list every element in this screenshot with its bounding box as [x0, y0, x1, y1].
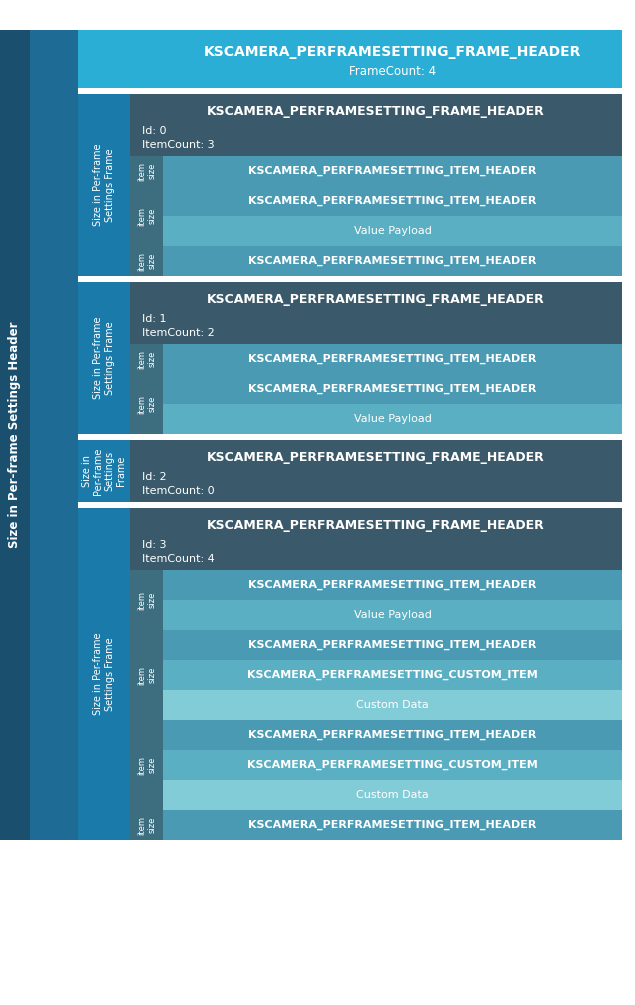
- Text: Id: 1: Id: 1: [142, 315, 166, 325]
- Bar: [163, 750, 622, 780]
- Text: KSCAMERA_PERFRAMESETTING_ITEM_HEADER: KSCAMERA_PERFRAMESETTING_ITEM_HEADER: [248, 730, 537, 740]
- Bar: [30, 30, 78, 840]
- Text: Size in Per-frame
Settings Frame: Size in Per-frame Settings Frame: [93, 633, 115, 716]
- Text: FrameCount: 4: FrameCount: 4: [349, 65, 436, 78]
- Bar: [163, 344, 622, 374]
- Text: ItemCount: 0: ItemCount: 0: [142, 485, 215, 495]
- Text: item
size: item size: [137, 206, 156, 225]
- Text: item
size: item size: [137, 815, 156, 834]
- Text: KSCAMERA_PERFRAMESETTING_ITEM_HEADER: KSCAMERA_PERFRAMESETTING_ITEM_HEADER: [248, 256, 537, 266]
- Bar: [163, 720, 622, 750]
- Text: ItemCount: 2: ItemCount: 2: [142, 328, 215, 338]
- Bar: [78, 276, 622, 282]
- Bar: [78, 440, 622, 502]
- Bar: [130, 720, 163, 810]
- Bar: [78, 282, 622, 434]
- Bar: [163, 374, 622, 404]
- Bar: [163, 780, 622, 810]
- Bar: [163, 570, 622, 600]
- Text: Value Payload: Value Payload: [354, 226, 431, 236]
- Text: Id: 2: Id: 2: [142, 472, 166, 482]
- Bar: [78, 94, 622, 276]
- Bar: [163, 690, 622, 720]
- Bar: [30, 30, 78, 840]
- Bar: [130, 282, 622, 344]
- Bar: [163, 810, 622, 840]
- Text: KSCAMERA_PERFRAMESETTING_FRAME_HEADER: KSCAMERA_PERFRAMESETTING_FRAME_HEADER: [207, 105, 545, 118]
- Text: item
size: item size: [137, 251, 156, 270]
- Text: Custom Data: Custom Data: [356, 700, 429, 710]
- Bar: [130, 810, 163, 840]
- Bar: [78, 502, 622, 508]
- Bar: [78, 30, 622, 88]
- Bar: [163, 246, 622, 276]
- Bar: [0, 30, 30, 840]
- Text: KSCAMERA_PERFRAMESETTING_ITEM_HEADER: KSCAMERA_PERFRAMESETTING_ITEM_HEADER: [248, 196, 537, 206]
- Bar: [163, 630, 622, 660]
- Bar: [163, 186, 622, 216]
- Text: KSCAMERA_PERFRAMESETTING_ITEM_HEADER: KSCAMERA_PERFRAMESETTING_ITEM_HEADER: [248, 166, 537, 176]
- Text: item
size: item size: [137, 665, 156, 684]
- Bar: [0, 0, 635, 30]
- Text: KSCAMERA_PERFRAMESETTING_ITEM_HEADER: KSCAMERA_PERFRAMESETTING_ITEM_HEADER: [248, 640, 537, 650]
- Text: KSCAMERA_PERFRAMESETTING_FRAME_HEADER: KSCAMERA_PERFRAMESETTING_FRAME_HEADER: [207, 519, 545, 532]
- Bar: [130, 94, 622, 156]
- Bar: [130, 186, 163, 246]
- Bar: [130, 630, 163, 720]
- Text: Size in Per-frame Settings Header: Size in Per-frame Settings Header: [8, 322, 22, 549]
- Text: Size in
Per-frame
Settings
Frame: Size in Per-frame Settings Frame: [82, 447, 126, 494]
- Text: ItemCount: 4: ItemCount: 4: [142, 554, 215, 564]
- Bar: [130, 344, 163, 374]
- Text: KSCAMERA_PERFRAMESETTING_ITEM_HEADER: KSCAMERA_PERFRAMESETTING_ITEM_HEADER: [248, 354, 537, 364]
- Text: item
size: item size: [137, 591, 156, 609]
- Text: KSCAMERA_PERFRAMESETTING_ITEM_HEADER: KSCAMERA_PERFRAMESETTING_ITEM_HEADER: [248, 820, 537, 830]
- Text: Value Payload: Value Payload: [354, 414, 431, 424]
- Bar: [78, 434, 622, 440]
- Bar: [130, 440, 622, 502]
- Text: Value Payload: Value Payload: [354, 610, 431, 620]
- Bar: [163, 600, 622, 630]
- Text: Size in Per-frame Settings Header: Size in Per-frame Settings Header: [8, 322, 22, 549]
- Text: Size in Per-frame
Settings Frame: Size in Per-frame Settings Frame: [93, 317, 115, 399]
- Bar: [163, 156, 622, 186]
- Text: KSCAMERA_PERFRAMESETTING_CUSTOM_ITEM: KSCAMERA_PERFRAMESETTING_CUSTOM_ITEM: [247, 670, 538, 680]
- Text: item
size: item size: [137, 350, 156, 369]
- Text: KSCAMERA_PERFRAMESETTING_ITEM_HEADER: KSCAMERA_PERFRAMESETTING_ITEM_HEADER: [248, 580, 537, 590]
- Bar: [163, 660, 622, 690]
- Text: Id: 0: Id: 0: [142, 127, 166, 137]
- Text: item
size: item size: [137, 756, 156, 775]
- Bar: [78, 508, 622, 840]
- Text: KSCAMERA_PERFRAMESETTING_FRAME_HEADER: KSCAMERA_PERFRAMESETTING_FRAME_HEADER: [207, 292, 545, 306]
- Text: KSCAMERA_PERFRAMESETTING_FRAME_HEADER: KSCAMERA_PERFRAMESETTING_FRAME_HEADER: [207, 451, 545, 464]
- Text: ItemCount: 3: ItemCount: 3: [142, 140, 215, 150]
- Text: Id: 3: Id: 3: [142, 541, 166, 550]
- Text: Size in Per-frame
Settings Frame: Size in Per-frame Settings Frame: [93, 144, 115, 226]
- Text: item
size: item size: [137, 395, 156, 413]
- Bar: [163, 404, 622, 434]
- Bar: [130, 570, 163, 630]
- Text: Custom Data: Custom Data: [356, 790, 429, 800]
- Text: KSCAMERA_PERFRAMESETTING_CUSTOM_ITEM: KSCAMERA_PERFRAMESETTING_CUSTOM_ITEM: [247, 760, 538, 770]
- Text: item
size: item size: [137, 162, 156, 181]
- Bar: [0, 30, 30, 840]
- Bar: [163, 216, 622, 246]
- Bar: [130, 156, 163, 186]
- Bar: [130, 508, 622, 570]
- Bar: [130, 246, 163, 276]
- Text: KSCAMERA_PERFRAMESETTING_FRAME_HEADER: KSCAMERA_PERFRAMESETTING_FRAME_HEADER: [204, 45, 581, 59]
- Text: KSCAMERA_PERFRAMESETTING_ITEM_HEADER: KSCAMERA_PERFRAMESETTING_ITEM_HEADER: [248, 384, 537, 394]
- Bar: [130, 374, 163, 434]
